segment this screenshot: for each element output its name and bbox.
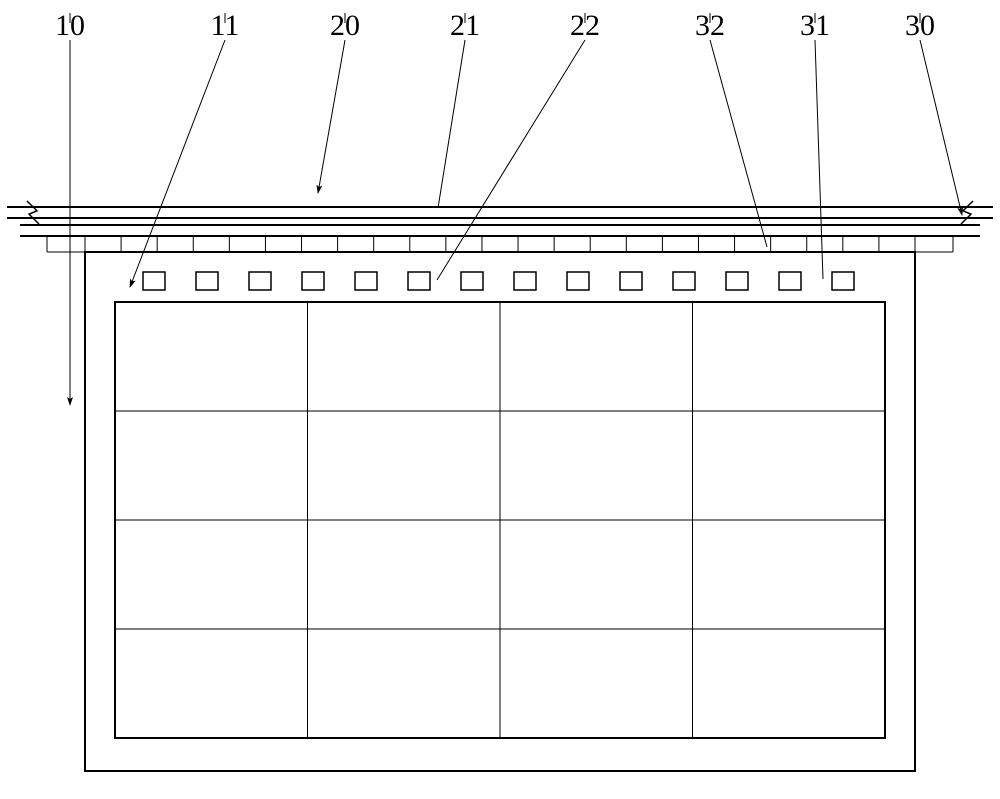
small-block-0 <box>143 272 165 290</box>
small-block-6 <box>461 272 483 290</box>
leader-32 <box>710 40 767 247</box>
leader-20 <box>318 40 345 193</box>
small-block-4 <box>355 272 377 290</box>
small-block-10 <box>673 272 695 290</box>
small-block-9 <box>620 272 642 290</box>
leader-30 <box>920 40 962 215</box>
leader-31 <box>815 40 823 279</box>
small-block-11 <box>726 272 748 290</box>
small-block-13 <box>832 272 854 290</box>
slot-row-layer <box>47 236 953 252</box>
grid-layer <box>115 302 885 738</box>
rails-layer <box>7 201 993 236</box>
small-blocks-layer <box>143 272 854 290</box>
small-block-8 <box>567 272 589 290</box>
leader-11 <box>130 40 225 287</box>
diagram-canvas: 1011202122323130 <box>0 0 1000 799</box>
small-block-3 <box>302 272 324 290</box>
small-block-2 <box>249 272 271 290</box>
small-block-7 <box>514 272 536 290</box>
leader-21 <box>438 40 465 208</box>
small-block-12 <box>779 272 801 290</box>
labels-layer: 1011202122323130 <box>55 9 935 42</box>
leaders-layer <box>70 40 962 405</box>
small-block-1 <box>196 272 218 290</box>
small-block-5 <box>408 272 430 290</box>
